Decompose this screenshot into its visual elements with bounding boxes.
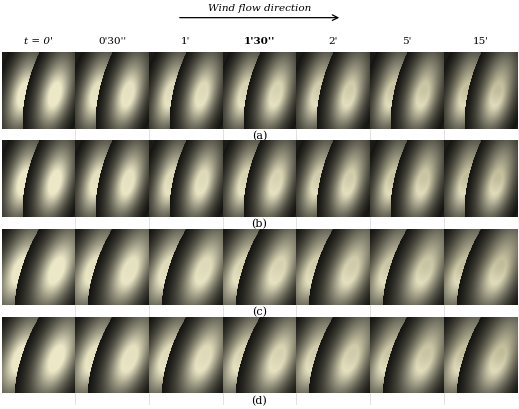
Text: 2': 2': [329, 37, 338, 46]
Text: 15': 15': [473, 37, 488, 46]
Text: 1'30'': 1'30'': [244, 37, 275, 46]
Text: (c): (c): [252, 307, 267, 317]
Text: 1': 1': [181, 37, 190, 46]
Text: 5': 5': [402, 37, 412, 46]
Text: (a): (a): [252, 131, 267, 141]
Text: t = 0': t = 0': [24, 37, 53, 46]
Text: 0'30'': 0'30'': [98, 37, 126, 46]
Text: (b): (b): [252, 219, 267, 229]
Text: (d): (d): [252, 395, 267, 405]
Text: Wind flow direction: Wind flow direction: [208, 4, 311, 13]
